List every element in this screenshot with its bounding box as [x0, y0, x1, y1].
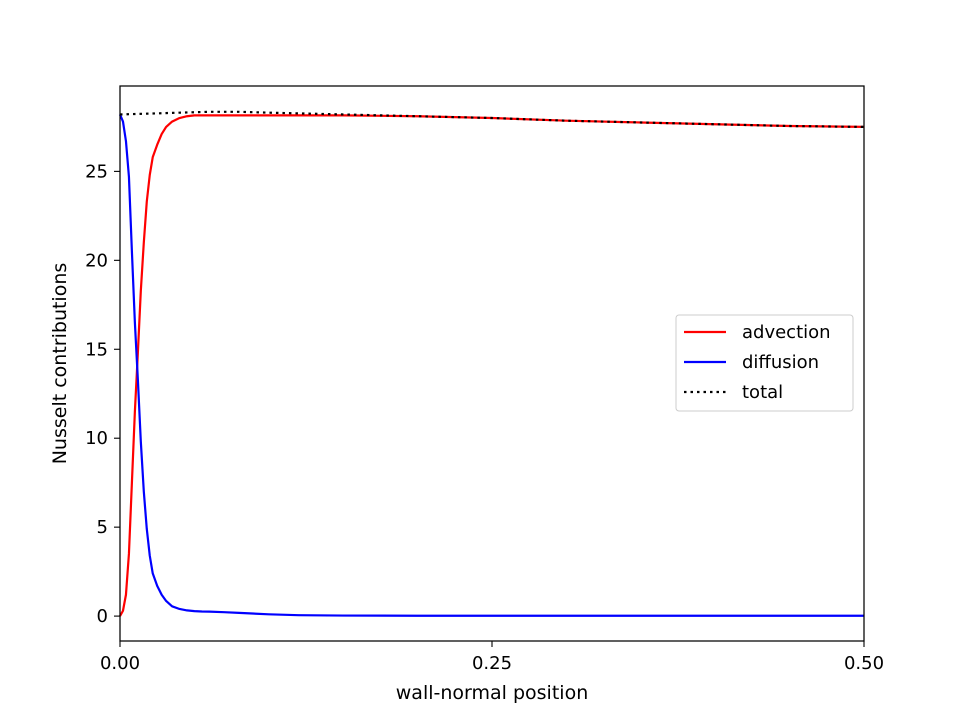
legend: advection diffusion total	[675, 314, 854, 412]
legend-label-advection: advection	[742, 322, 831, 343]
y-tick-label: 15	[85, 339, 108, 360]
series-line-advection	[119, 114, 865, 617]
x-axis-label: wall-normal position	[396, 682, 588, 704]
y-tick-label: 25	[85, 161, 108, 182]
series-line-total	[119, 110, 865, 129]
y-tick-label: 20	[85, 250, 108, 271]
y-tick-label: 0	[97, 606, 108, 627]
x-tick-label: 0.25	[472, 653, 512, 674]
legend-label-diffusion: diffusion	[742, 352, 819, 373]
y-axis-label: Nusselt contributions	[49, 263, 71, 465]
axis-ticks: 0.00 0.25 0.50 0 5 10 15 20 25	[85, 161, 884, 674]
legend-label-total: total	[742, 382, 783, 403]
series-line-diffusion	[118, 114, 864, 617]
x-tick-label: 0.50	[844, 653, 884, 674]
x-tick-label: 0.00	[100, 653, 140, 674]
legend-box	[675, 314, 854, 412]
axes-frame	[119, 85, 865, 642]
y-tick-label: 10	[85, 428, 108, 449]
plot-area	[118, 110, 865, 617]
y-tick-label: 5	[97, 517, 108, 538]
